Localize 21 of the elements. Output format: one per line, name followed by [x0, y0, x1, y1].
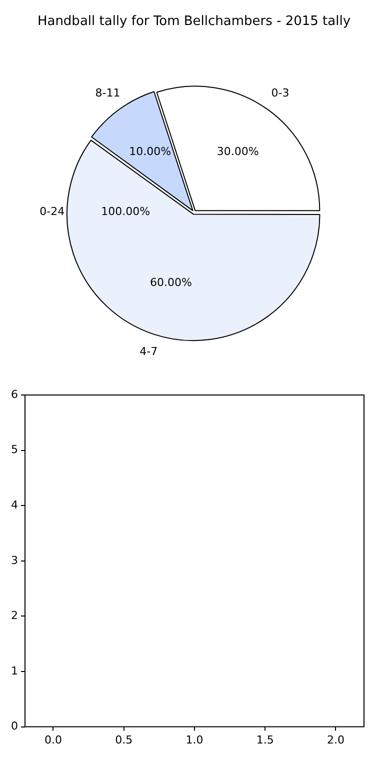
data-label: 60.00%	[150, 276, 192, 290]
x-tick-label: 0.0	[44, 733, 62, 746]
x-tick-label: 2.0	[327, 733, 344, 746]
data-label: 10.00%	[129, 144, 172, 158]
chart-title: Handball tally for Tom Bellchambers - 2015 tally	[37, 14, 351, 30]
y-tick-label: 0	[11, 720, 18, 733]
x-tick-label: 1.0	[186, 733, 204, 746]
y-tick-label: 1	[11, 664, 18, 678]
x-tick-label: 1.5	[256, 733, 274, 746]
data-label: 30.00%	[216, 144, 259, 158]
y-tick-label: 4	[11, 498, 18, 512]
y-tick-label: 5	[11, 443, 18, 456]
slice-label: 4-7	[140, 344, 158, 358]
slice-label: 8-11	[95, 86, 120, 100]
y-tick-label: 2	[11, 609, 18, 622]
x-tick-label: 0.5	[115, 733, 133, 746]
y-tick-label: 6	[11, 388, 18, 401]
text: 100.00%	[101, 205, 150, 218]
slice-label: 0-3	[271, 86, 290, 100]
y-tick-label: 3	[11, 554, 18, 567]
text: 0-24	[40, 205, 65, 218]
